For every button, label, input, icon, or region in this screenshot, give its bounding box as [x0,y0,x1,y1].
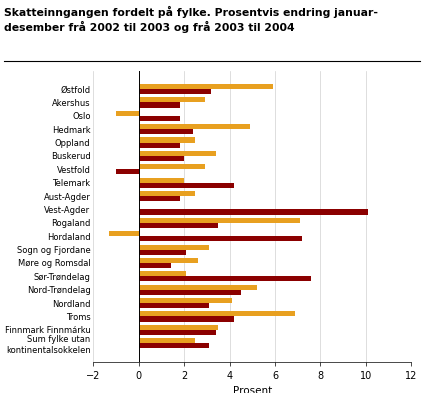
Bar [116,111,139,116]
Bar [139,164,204,169]
Bar [139,89,212,94]
Bar [139,143,180,148]
Text: Skatteinngangen fordelt på fylke. Prosentvis endring januar-
desember frå 2002 t: Skatteinngangen fordelt på fylke. Prosen… [4,6,378,33]
Bar [139,191,195,196]
Bar [139,285,257,290]
Bar [139,343,209,348]
Bar [139,151,216,156]
Bar [139,303,209,308]
Bar [139,236,302,241]
Bar [139,338,195,343]
Bar [139,129,193,134]
Bar [139,156,184,161]
Bar [139,178,184,183]
X-axis label: Prosent: Prosent [233,386,272,393]
Bar [139,316,234,321]
Bar [139,97,204,103]
Bar [139,223,218,228]
Bar [139,298,232,303]
Bar [139,330,216,335]
Bar [139,116,180,121]
Bar [139,276,311,281]
Bar [139,244,209,250]
Bar [139,183,234,188]
Bar [139,263,170,268]
Bar [139,290,241,295]
Bar [116,169,139,174]
Bar [139,209,368,215]
Bar [109,231,139,236]
Bar [139,103,180,108]
Bar [139,138,195,143]
Bar [139,196,180,201]
Bar [139,271,187,276]
Bar [139,311,296,316]
Bar [139,250,187,255]
Bar [139,258,198,263]
Bar [139,325,218,330]
Bar [139,84,273,89]
Bar [139,218,300,223]
Bar [139,124,250,129]
